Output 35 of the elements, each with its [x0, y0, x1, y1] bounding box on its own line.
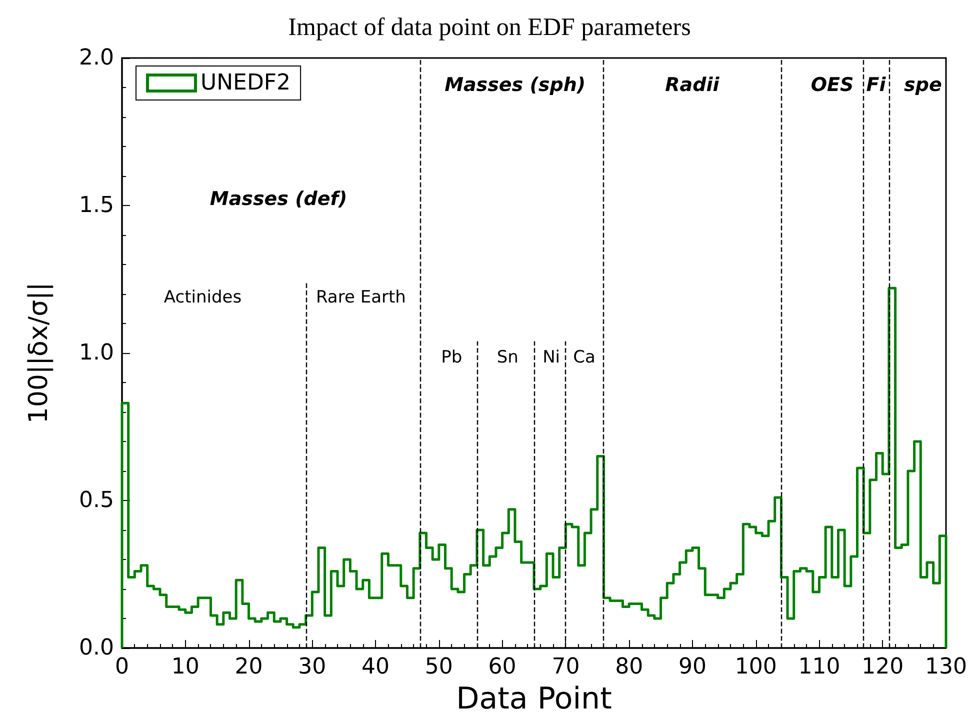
- x-tick-label: 100: [734, 654, 777, 680]
- annotation: Pb: [441, 348, 462, 368]
- x-tick-label: 70: [552, 654, 580, 680]
- x-tick-label: 20: [234, 654, 263, 680]
- y-tick-label: 2.0: [79, 46, 114, 70]
- x-tick-label: 110: [798, 654, 840, 680]
- annotation: Ca: [573, 348, 596, 368]
- x-tick-label: 0: [115, 654, 129, 680]
- y-tick-label: 1.5: [79, 193, 114, 218]
- annotation: OES: [810, 74, 854, 96]
- annotation: Radii: [665, 74, 720, 96]
- annotation: Masses (sph): [444, 74, 586, 96]
- annotation: Fi: [866, 74, 886, 96]
- x-tick-label: 90: [678, 654, 706, 680]
- x-tick-label: 60: [488, 654, 516, 680]
- chart-title: Impact of data point on EDF parameters: [288, 14, 691, 41]
- legend-label: UNEDF2: [200, 70, 291, 96]
- x-tick-label: 120: [862, 654, 904, 680]
- x-tick-label: 10: [171, 654, 200, 680]
- x-tick-label: 30: [298, 654, 326, 680]
- annotation: Actinides: [164, 288, 242, 308]
- annotation: Rare Earth: [316, 288, 406, 308]
- x-tick-label: 50: [424, 654, 453, 680]
- y-tick-label: 1.0: [79, 340, 114, 366]
- annotation: spe: [904, 74, 942, 96]
- annotation: Masses (def): [210, 188, 348, 210]
- x-tick-label: 80: [615, 654, 644, 680]
- x-axis-title: Data Point: [456, 682, 612, 716]
- x-tick-label: 130: [925, 654, 967, 680]
- x-tick-label: 40: [362, 654, 390, 680]
- annotation: Sn: [496, 348, 518, 368]
- y-tick-label: 0.0: [79, 636, 114, 660]
- annotation: Ni: [542, 348, 560, 368]
- y-tick-label: 0.5: [79, 488, 114, 513]
- y-axis-title: 100||δx/σ||: [24, 282, 54, 424]
